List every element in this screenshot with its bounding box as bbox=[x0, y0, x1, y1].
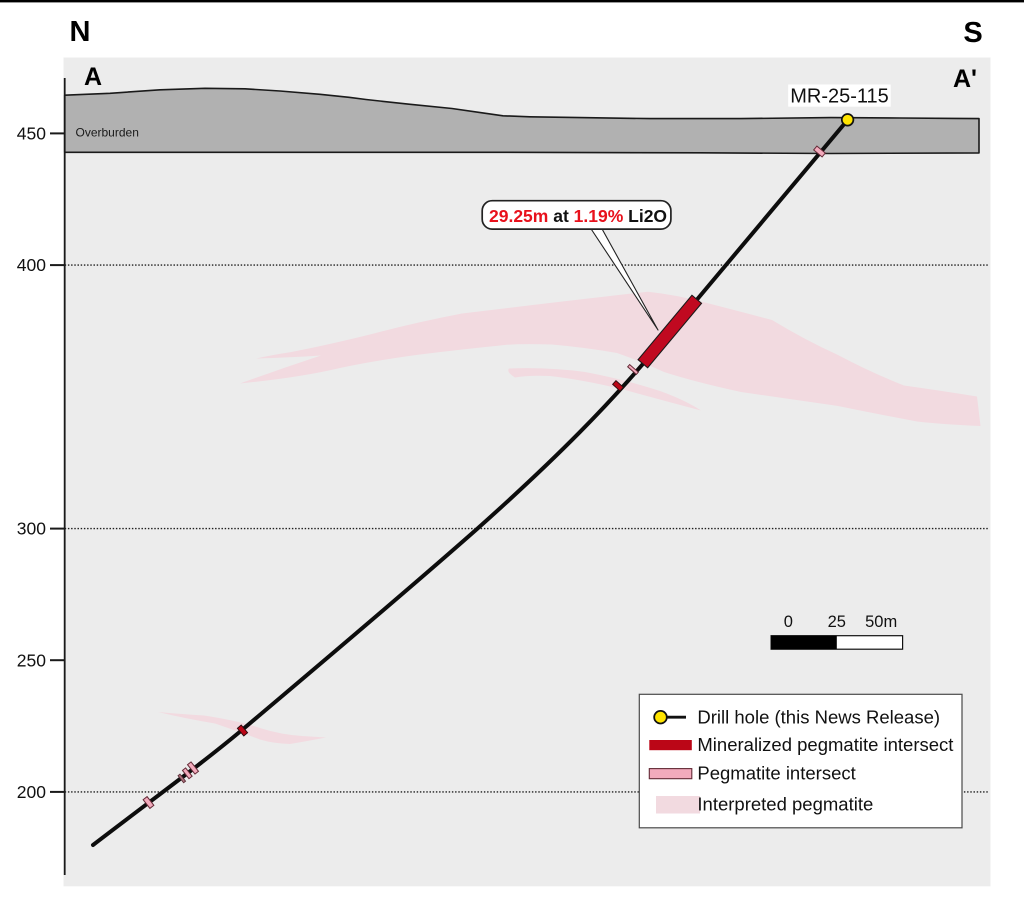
svg-text:Mineralized pegmatite intersec: Mineralized pegmatite intersect bbox=[697, 734, 953, 755]
svg-text:Interpreted pegmatite: Interpreted pegmatite bbox=[697, 794, 873, 815]
svg-text:200: 200 bbox=[17, 782, 46, 802]
svg-text:N: N bbox=[70, 16, 91, 48]
svg-text:50m: 50m bbox=[865, 613, 897, 631]
svg-text:450: 450 bbox=[17, 124, 46, 144]
svg-text:A: A bbox=[84, 63, 102, 91]
svg-text:MR-25-115: MR-25-115 bbox=[790, 86, 889, 108]
svg-text:0: 0 bbox=[784, 613, 793, 631]
svg-text:250: 250 bbox=[17, 650, 46, 670]
svg-text:Drill hole (this News Release): Drill hole (this News Release) bbox=[697, 707, 940, 728]
svg-text:300: 300 bbox=[17, 519, 46, 539]
svg-text:25: 25 bbox=[828, 613, 846, 631]
svg-text:Overburden: Overburden bbox=[76, 126, 139, 140]
svg-text:A': A' bbox=[953, 65, 977, 93]
svg-text:400: 400 bbox=[17, 255, 46, 275]
svg-text:29.25m at 1.19% Li2O: 29.25m at 1.19% Li2O bbox=[489, 206, 667, 226]
svg-text:Pegmatite intersect: Pegmatite intersect bbox=[697, 763, 855, 784]
svg-text:S: S bbox=[963, 17, 982, 49]
